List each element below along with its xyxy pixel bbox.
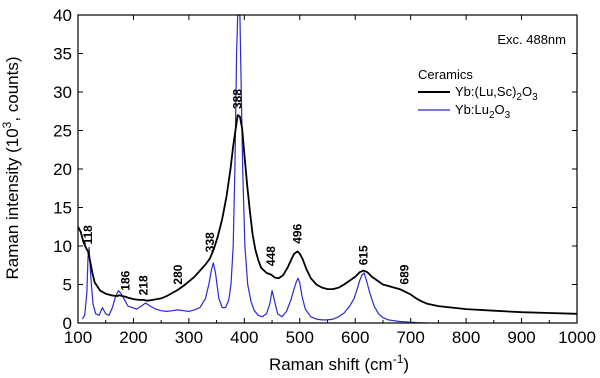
x-tick-label-500: 500 [286, 328, 314, 347]
peak-label-186: 186 [119, 270, 133, 290]
peak-label-388: 388 [231, 89, 245, 109]
peak-label-615: 615 [357, 245, 371, 265]
x-tick-label-300: 300 [175, 328, 203, 347]
legend-label-series-1: Yb:(Lu,Sc)2O3 [455, 84, 538, 103]
y-tick-label-35: 35 [53, 45, 72, 64]
y-tick-label-20: 20 [53, 160, 72, 179]
y-tick-label-25: 25 [53, 122, 72, 141]
y-tick-label-10: 10 [53, 237, 72, 256]
x-axis-title: Raman shift (cm-1) [269, 352, 409, 374]
y-tick-label-15: 15 [53, 199, 72, 218]
series-line-1 [77, 114, 578, 315]
x-tick-label-800: 800 [452, 328, 480, 347]
plot-frame [77, 14, 578, 324]
peak-label-448: 448 [264, 246, 278, 266]
y-tick-label-0: 0 [63, 314, 72, 333]
peak-label-338: 338 [203, 232, 217, 252]
series-line-2 [81, 14, 428, 324]
x-tick-label-700: 700 [396, 328, 424, 347]
x-tick-label-900: 900 [507, 328, 535, 347]
x-tick-label-1000: 1000 [558, 328, 596, 347]
y-tick-label-30: 30 [53, 83, 72, 102]
x-tick-label-400: 400 [230, 328, 258, 347]
y-tick-label-5: 5 [63, 276, 72, 295]
x-tick-label-100: 100 [64, 328, 92, 347]
peak-label-218: 218 [136, 275, 150, 295]
peak-label-118: 118 [81, 225, 95, 245]
y-axis-title: Raman intensity (103, counts) [0, 56, 22, 279]
peak-label-496: 496 [291, 223, 305, 243]
axes-layer: 100 200 300 400 500 600 700 800 900 1000 0 5 10 15 20 2… [53, 6, 596, 347]
legend-label-series-2: Yb:Lu2O3 [455, 102, 511, 121]
legend-title: Ceramics [418, 67, 473, 82]
y-tick-label-40: 40 [53, 6, 72, 25]
excitation-annotation: Exc. 488nm [497, 32, 566, 47]
legend: Ceramics Yb:(Lu,Sc)2O3 Yb:Lu2O3 [418, 67, 538, 121]
x-tick-label-200: 200 [119, 328, 147, 347]
peak-label-689: 689 [398, 264, 412, 284]
peak-label-layer: 118 186 218 280 338 388 448 496 615 689 [81, 89, 412, 296]
series-layer [77, 14, 578, 324]
peak-label-280: 280 [171, 264, 185, 284]
x-tick-label-600: 600 [341, 328, 369, 347]
